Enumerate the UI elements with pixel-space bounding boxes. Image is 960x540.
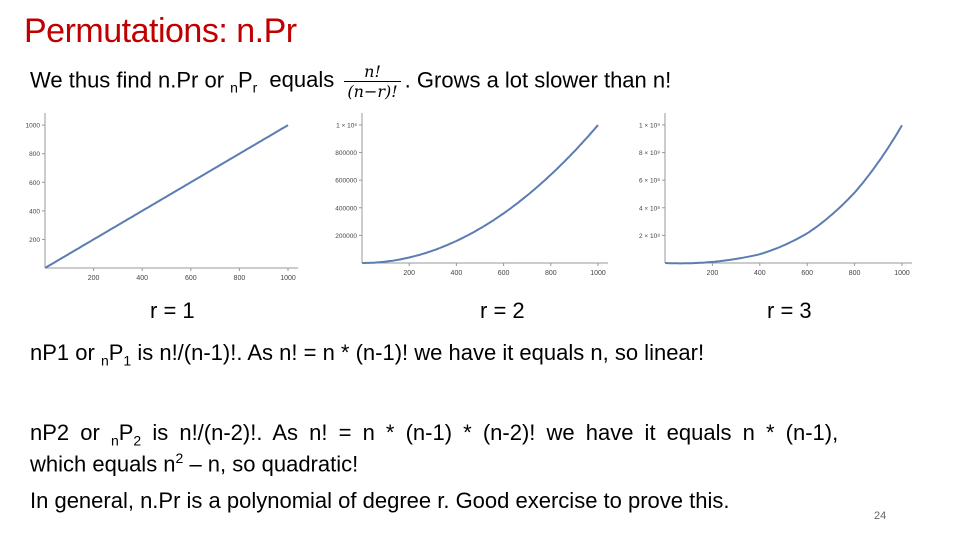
x-tick-label: 1000 (894, 270, 910, 277)
label-r3: r = 3 (767, 298, 812, 323)
label-r2: r = 2 (480, 298, 525, 323)
x-tick-label: 200 (88, 275, 100, 282)
series-line (362, 124, 599, 264)
slide-title: Permutations: n.Pr (24, 12, 297, 50)
y-tick-label: 200000 (335, 233, 357, 240)
p2-text-c: which equals n (30, 451, 176, 477)
x-tick-label: 400 (136, 275, 148, 282)
y-tick-label: 600 (29, 180, 40, 187)
x-tick-label: 800 (849, 270, 861, 277)
x-tick-label: 200 (707, 270, 719, 277)
p1-p: P (108, 340, 124, 365)
fraction-denominator: (n−r)! (347, 82, 398, 101)
equals-word: equals (269, 67, 335, 93)
p1-sub-1: 1 (123, 352, 132, 369)
p2-line-2: which equals n2 – n, so quadratic! (30, 450, 358, 477)
p2-sup-2: 2 (175, 450, 184, 466)
y-tick-label: 600000 (335, 178, 357, 185)
p1-text-a: nP1 or (30, 340, 101, 365)
y-tick-label: 8 × 10⁸ (639, 150, 660, 157)
x-tick-label: 800 (234, 275, 246, 282)
x-tick-label: 600 (801, 270, 813, 277)
y-tick-label: 800 (29, 151, 40, 158)
page-number: 24 (874, 510, 887, 522)
x-tick-label: 1000 (590, 270, 606, 277)
chart-r2-svg: 200 400 600 800 1000 200000 400000 600000 800000… (335, 113, 608, 277)
y-tick-label: 6 × 10⁸ (639, 178, 660, 185)
chart-r1: 200 400 600 800 1000 200 400 600 800 1000 (0, 108, 310, 288)
p1-sub-n: n (100, 352, 109, 369)
p2-p: P (118, 420, 134, 445)
chart-r3-svg: 200 400 600 800 1000 2 × 10⁸ 4 × 10⁸ 6 × 10⁸ 8 ×… (639, 113, 912, 277)
x-tick-label: 400 (754, 270, 766, 277)
label-r1: r = 1 (150, 298, 195, 323)
intro-line: We thus find n.Pr or nPr equals n! (n−r)… (30, 62, 671, 101)
y-tick-label: 2 × 10⁸ (639, 233, 660, 240)
y-tick-label: 400000 (335, 205, 357, 212)
chart-r2: 200 400 600 800 1000 200000 400000 600000 800000… (310, 108, 620, 288)
x-tick-label: 800 (545, 270, 557, 277)
chart-r1-svg: 200 400 600 800 1000 200 400 600 800 1000 (26, 113, 298, 282)
y-tick-label: 1 × 10⁶ (336, 122, 357, 129)
y-tick-label: 400 (29, 208, 40, 215)
x-tick-label: 200 (403, 270, 415, 277)
sub-n: n (230, 79, 238, 96)
series-line (665, 124, 903, 265)
p2-text-a: nP2 or (30, 420, 111, 445)
p1-line: nP1 or nP1 is n!/(n-1)!. As n! = n * (n-… (30, 340, 704, 368)
p2-text-b: is n!/(n-2)!. As n! = n * (n-1) * (n-2)!… (141, 420, 839, 445)
x-tick-label: 400 (451, 270, 463, 277)
x-tick-label: 600 (185, 275, 197, 282)
p-letter: P (237, 67, 253, 93)
p2-text-d: – n, so quadratic! (183, 451, 359, 477)
intro-text: We thus find n.Pr or (30, 67, 231, 93)
p2-sub-n: n (110, 432, 119, 449)
fraction: n! (n−r)! (344, 62, 401, 101)
fraction-numerator: n! (344, 62, 401, 82)
y-tick-label: 1000 (26, 123, 41, 130)
p1-text-b: is n!/(n-1)!. As n! = n * (n-1)! we have… (131, 340, 705, 365)
p2-sub-2: 2 (133, 432, 142, 449)
general-line: In general, n.Pr is a polynomial of degr… (30, 488, 730, 513)
chart-r3: 200 400 600 800 1000 2 × 10⁸ 4 × 10⁸ 6 × 10⁸ 8 ×… (620, 108, 920, 288)
p2-line: nP2 or nP2 is n!/(n-2)!. As n! = n * (n-… (30, 420, 838, 448)
y-tick-label: 4 × 10⁸ (639, 205, 660, 212)
y-tick-label: 1 × 10⁹ (639, 122, 660, 129)
intro-suffix: . Grows a lot slower than n! (404, 67, 672, 93)
x-tick-label: 600 (498, 270, 510, 277)
sub-r: r (252, 79, 258, 96)
series-line (44, 124, 289, 269)
y-tick-label: 800000 (335, 150, 357, 157)
x-tick-label: 1000 (280, 275, 296, 282)
y-tick-label: 200 (29, 237, 40, 244)
